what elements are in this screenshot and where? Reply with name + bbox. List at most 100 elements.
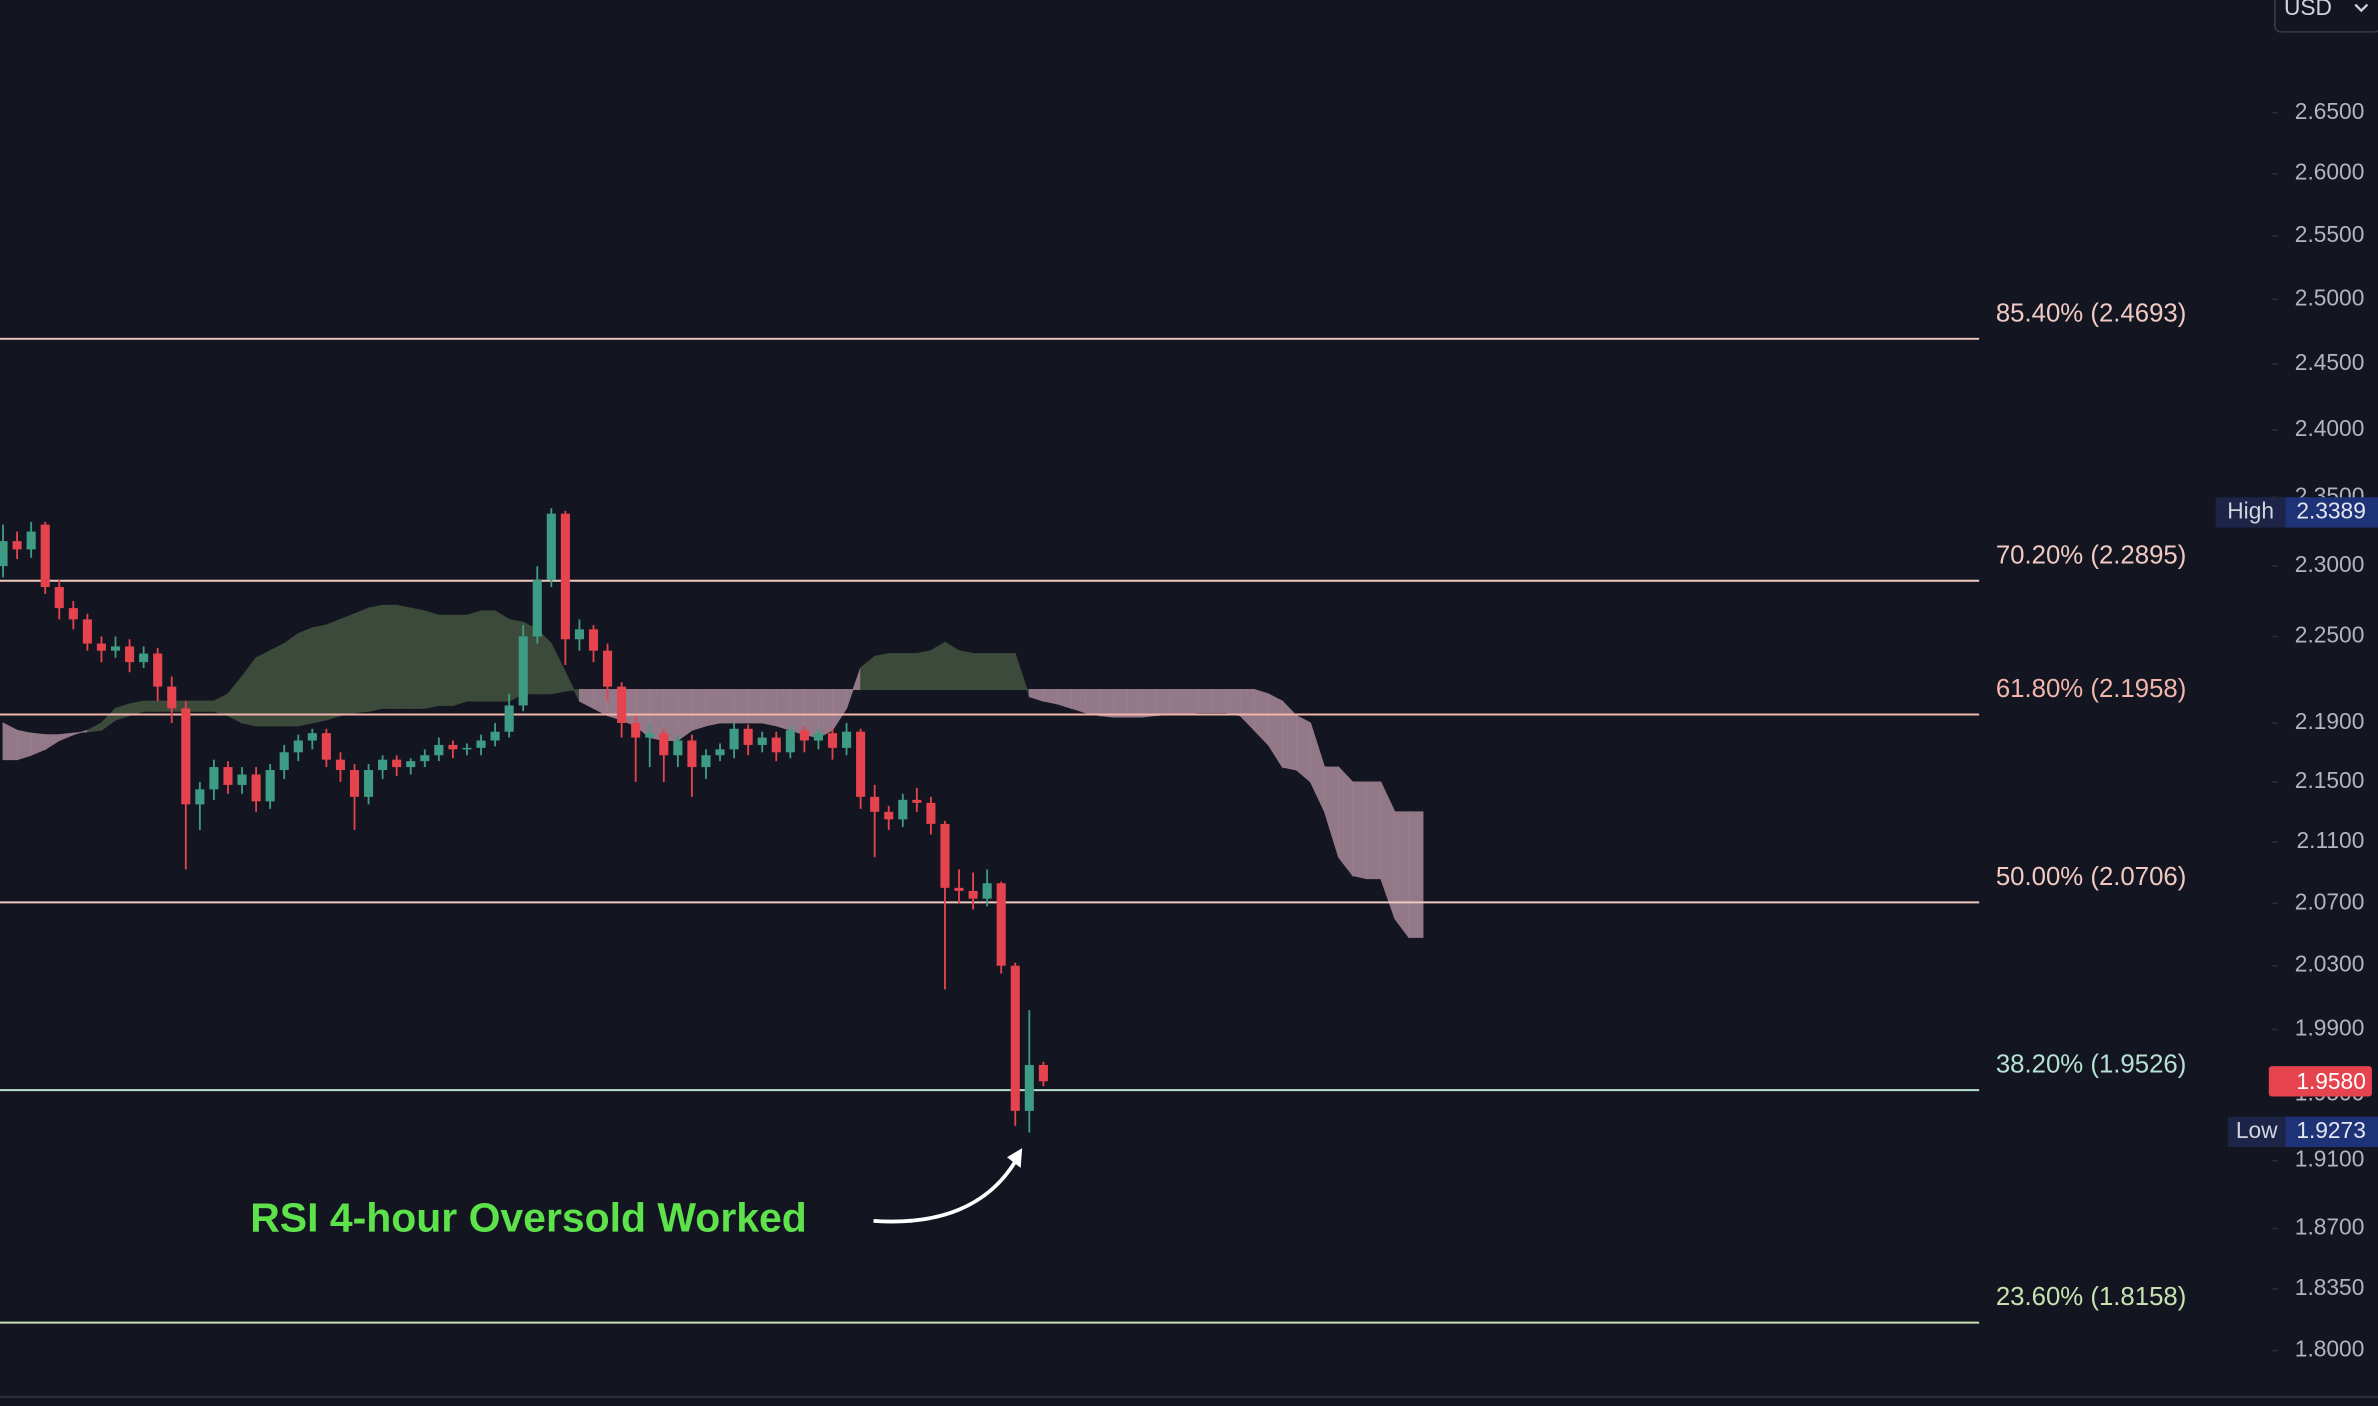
candle-body [68,608,78,620]
candle-body [279,752,289,771]
candle-body [1010,965,1020,1111]
cloud-segment [1338,765,1354,877]
marker-label-box [2227,1116,2286,1148]
cloud-segment [691,689,707,731]
y-tick-label: 2.6000 [2295,159,2365,185]
candle-body [237,774,247,785]
cloud-segment [311,624,327,724]
candle-body [842,731,852,748]
candle-body [181,708,191,805]
cloud-segment [761,689,777,727]
cloud-segment [972,653,988,690]
dropdown-box[interactable] [2274,0,2378,33]
cloud-segment [1000,653,1016,690]
cloud-segment [1183,689,1199,715]
candle-body [715,749,725,756]
y-tick-label: 2.6500 [2295,98,2365,124]
marker-label: Low [2236,1117,2278,1143]
candle-body [757,737,767,745]
candle-body [335,759,345,771]
cloud-segment [958,650,974,690]
cloud-segment [705,689,721,727]
candle-body [96,643,106,651]
cloud-segment [1042,689,1058,705]
marker-label-box [2215,497,2286,528]
y-tick-label: 2.0700 [2295,888,2365,914]
candle-body [659,733,669,756]
y-tick-label: 1.9100 [2295,1146,2365,1172]
candle-body [448,744,458,750]
candle-body [771,737,781,753]
candle-body [532,580,542,637]
candle-body [265,770,275,802]
y-tick-label: 2.3000 [2295,551,2365,577]
candle-body [996,883,1006,966]
candle-body [912,799,922,803]
fib-label: 70.20% (2.2895) [1996,541,2187,569]
marker-value-box [2285,497,2378,528]
candle-body [139,653,149,663]
y-tick-label: 2.5000 [2295,284,2365,310]
ichimoku-cloud [2,604,1424,939]
candle-body [378,759,388,771]
candle-body [293,740,303,753]
candle-body [364,770,374,797]
fib-label: 23.60% (1.8158) [1996,1283,2187,1311]
candle-body [1024,1064,1034,1111]
candle-body [603,650,613,687]
cloud-segment [789,689,805,736]
candles [0,508,1048,1133]
currency-label[interactable]: USD [2284,0,2332,20]
candle-body [223,767,233,785]
candle-body [940,823,950,888]
y-tick-label: 2.1900 [2295,708,2365,734]
fib-label: 61.80% (2.1958) [1996,675,2187,703]
candle-body [631,722,641,738]
candle-body [546,513,556,581]
price-markers: High 2.3389 Low 1.9273 1.9580 [2215,497,2378,1148]
candle-body [898,799,908,820]
marker-value: 1.9273 [2296,1117,2366,1143]
candle-body [827,733,838,748]
y-tick-label: 2.5500 [2295,221,2365,247]
candle-body [251,774,261,802]
candle-body [729,728,739,750]
candle-body [785,730,795,753]
cloud-segment [382,604,398,709]
cloud-segment [297,627,313,727]
cloud-segment [1169,689,1185,715]
cloud-segment [1295,714,1311,783]
cloud-segment [16,729,32,761]
candle-body [687,740,697,768]
candle-body [420,755,430,762]
y-tick-label: 2.1100 [2296,827,2364,853]
cloud-segment [1085,689,1101,717]
candle-body [617,686,627,723]
cloud-segment [354,607,370,714]
arrow-head [1007,1148,1023,1168]
fib-label: 50.00% (2.0706) [1996,863,2187,891]
candle-body [743,728,753,745]
cloud-segment [916,650,932,690]
cloud-segment [396,604,412,709]
cloud-segment [1155,689,1171,717]
y-tick-label: 2.4000 [2295,415,2365,441]
cloud-segment [480,610,496,702]
candle-body [0,541,8,567]
y-tick-label: 2.4500 [2295,349,2365,375]
cloud-segment [452,614,468,707]
candle-body [645,733,655,738]
cloud-segment [1211,689,1227,714]
y-tick-label: 2.1500 [2295,767,2365,793]
cloud-segment [143,700,159,712]
y-tick-label: 2.0300 [2295,951,2365,977]
cloud-segment [775,689,791,731]
candle-body [884,811,894,820]
cloud-segment [902,653,918,690]
currency-dropdown[interactable]: USD [2274,0,2378,33]
candle-body [321,733,331,760]
cloud-segment [986,653,1002,690]
marker-value: 2.3389 [2296,497,2366,523]
chevron [2354,3,2369,13]
